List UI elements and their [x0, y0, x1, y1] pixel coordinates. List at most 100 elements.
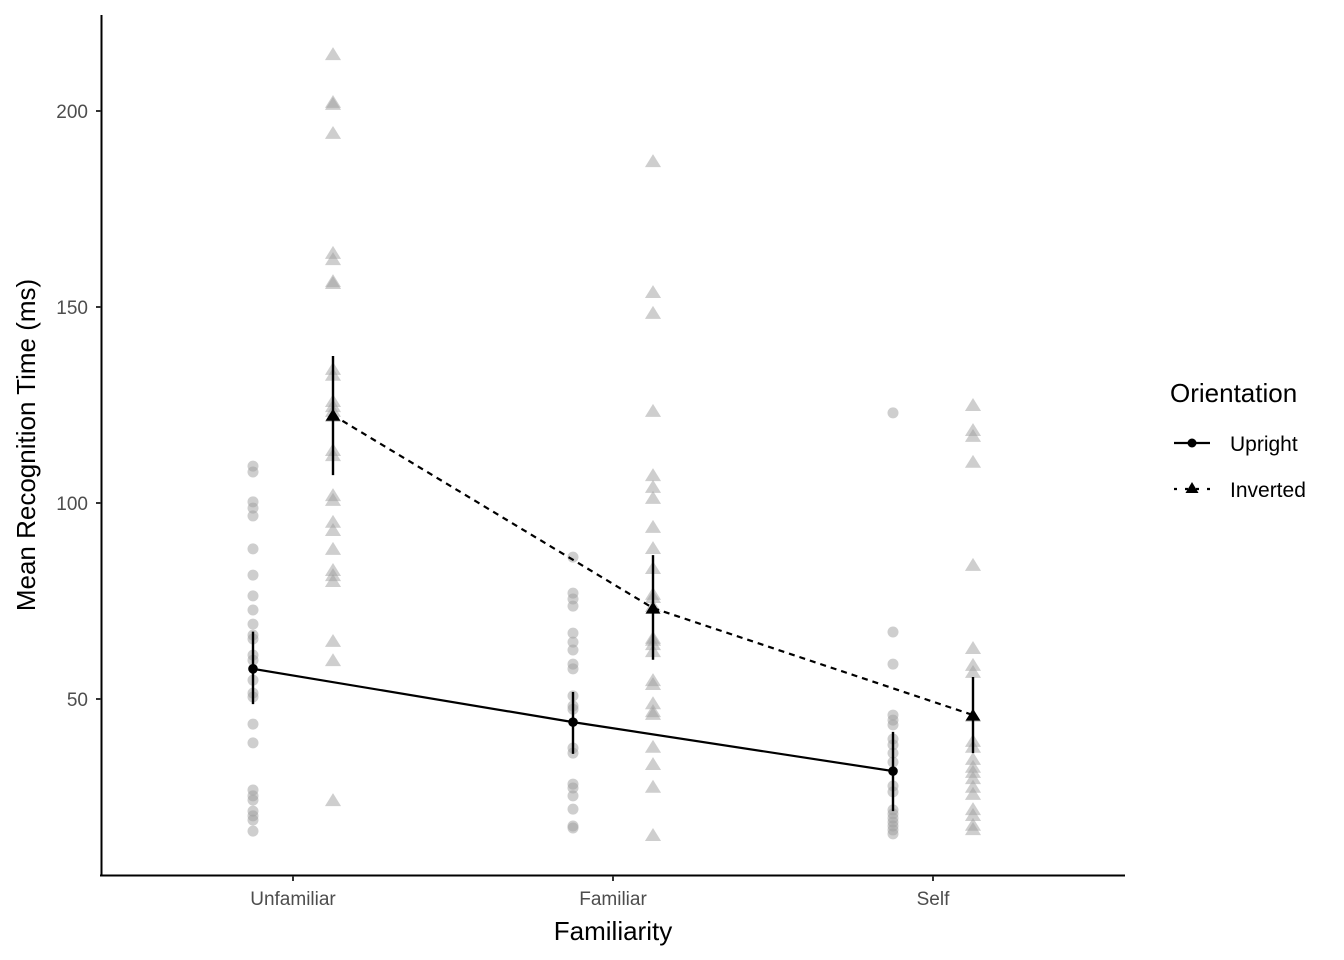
mean-marker-circle — [568, 717, 578, 727]
y-tick-label: 200 — [56, 102, 88, 123]
mean-markers — [248, 408, 981, 776]
raw-point-circle — [567, 803, 579, 815]
raw-point-circle — [567, 822, 579, 834]
legend-label-upright: Upright — [1230, 433, 1298, 456]
raw-point-triangle — [324, 252, 342, 266]
mean-marker-triangle — [645, 601, 661, 614]
raw-point-triangle — [644, 519, 662, 533]
x-tick-label: Familiar — [579, 889, 647, 910]
raw-point-triangle — [324, 47, 342, 61]
y-tick-label: 50 — [67, 690, 88, 711]
raw-point-triangle — [644, 706, 662, 720]
raw-point-triangle — [964, 808, 982, 821]
raw-point-triangle — [324, 523, 342, 536]
raw-point-triangle — [644, 696, 662, 710]
raw-point-triangle — [324, 276, 342, 290]
raw-point-circle — [247, 718, 259, 730]
raw-point-circle — [247, 737, 259, 749]
raw-point-triangle — [964, 641, 982, 654]
raw-point-circle — [567, 663, 579, 675]
raw-point-triangle — [964, 657, 982, 671]
raw-point-triangle — [964, 428, 982, 442]
raw-point-triangle — [644, 479, 662, 493]
mean-lines — [252, 414, 974, 773]
raw-point-circle — [247, 510, 259, 522]
raw-point-circle — [567, 782, 579, 794]
raw-point-triangle — [644, 468, 662, 482]
y-tick-label: 100 — [56, 494, 88, 515]
x-axis-title: Familiarity — [554, 916, 672, 946]
raw-point-triangle — [324, 125, 342, 139]
raw-point-circle — [567, 551, 579, 563]
raw-point-triangle — [644, 285, 662, 299]
mean-marker-circle — [248, 664, 258, 674]
raw-point-triangle — [964, 557, 982, 571]
raw-point-circle — [567, 790, 579, 802]
mean-marker-triangle — [325, 408, 341, 421]
raw-point-circle — [567, 636, 579, 648]
raw-point-triangle — [644, 541, 662, 555]
x-tick-label: Unfamiliar — [250, 889, 336, 910]
raw-point-circle — [247, 543, 259, 555]
error-bars — [251, 356, 975, 812]
y-axis-title: Mean Recognition Time (ms) — [11, 279, 41, 611]
legend-title: Orientation — [1170, 378, 1297, 408]
raw-point-circle — [247, 590, 259, 602]
legend-label-inverted: Inverted — [1230, 479, 1306, 502]
raw-point-circle — [247, 569, 259, 581]
raw-point-triangle — [644, 828, 662, 841]
x-tick-label: Self — [917, 889, 950, 910]
raw-point-triangle — [964, 771, 982, 785]
raw-point-triangle — [964, 822, 982, 836]
raw-point-triangle — [644, 757, 662, 771]
raw-point-circle — [567, 600, 579, 612]
raw-point-circle — [887, 719, 899, 731]
raw-point-circle — [247, 502, 259, 514]
inverted-mean-line — [332, 414, 974, 717]
raw-point-triangle — [324, 653, 342, 667]
raw-point-triangle — [964, 664, 982, 678]
raw-point-circle — [887, 828, 899, 840]
raw-point-triangle — [324, 96, 342, 110]
raw-point-circle — [887, 626, 899, 638]
raw-data-points — [247, 47, 982, 841]
legend-circle-marker-icon — [1187, 438, 1197, 448]
raw-point-triangle — [324, 574, 342, 587]
raw-point-circle — [247, 825, 259, 837]
raw-point-triangle — [324, 514, 342, 528]
raw-point-triangle — [644, 490, 662, 504]
legend-triangle-marker-icon — [1185, 482, 1199, 493]
raw-point-circle — [247, 604, 259, 616]
raw-point-circle — [247, 814, 259, 826]
raw-point-triangle — [644, 677, 662, 691]
raw-point-triangle — [644, 305, 662, 319]
raw-point-triangle — [644, 154, 662, 168]
raw-point-circle — [247, 466, 259, 478]
raw-point-circle — [567, 627, 579, 639]
raw-point-triangle — [964, 751, 982, 765]
raw-point-triangle — [324, 793, 342, 807]
x-axis-ticks: Unfamiliar Familiar Self — [250, 876, 950, 910]
raw-point-triangle — [964, 398, 982, 411]
raw-point-circle — [887, 658, 899, 670]
raw-point-triangle — [324, 541, 342, 555]
legend-item-upright: Upright — [1174, 433, 1298, 456]
raw-point-triangle — [964, 779, 982, 793]
raw-point-triangle — [324, 633, 342, 647]
legend-item-inverted: Inverted — [1174, 479, 1306, 502]
legend: Orientation Upright Inverted — [1170, 378, 1306, 502]
raw-point-circle — [247, 618, 259, 630]
raw-point-circle — [887, 407, 899, 419]
raw-point-triangle — [644, 779, 662, 793]
y-axis-ticks: 50 100 150 200 — [56, 102, 101, 711]
y-tick-label: 150 — [56, 298, 88, 319]
raw-point-triangle — [644, 403, 662, 417]
raw-point-triangle — [964, 454, 982, 468]
raw-point-triangle — [644, 739, 662, 753]
mean-marker-circle — [888, 766, 898, 776]
raw-point-circle — [247, 794, 259, 806]
mean-marker-triangle — [965, 708, 981, 721]
raw-point-triangle — [964, 786, 982, 800]
raw-point-triangle — [324, 492, 342, 506]
